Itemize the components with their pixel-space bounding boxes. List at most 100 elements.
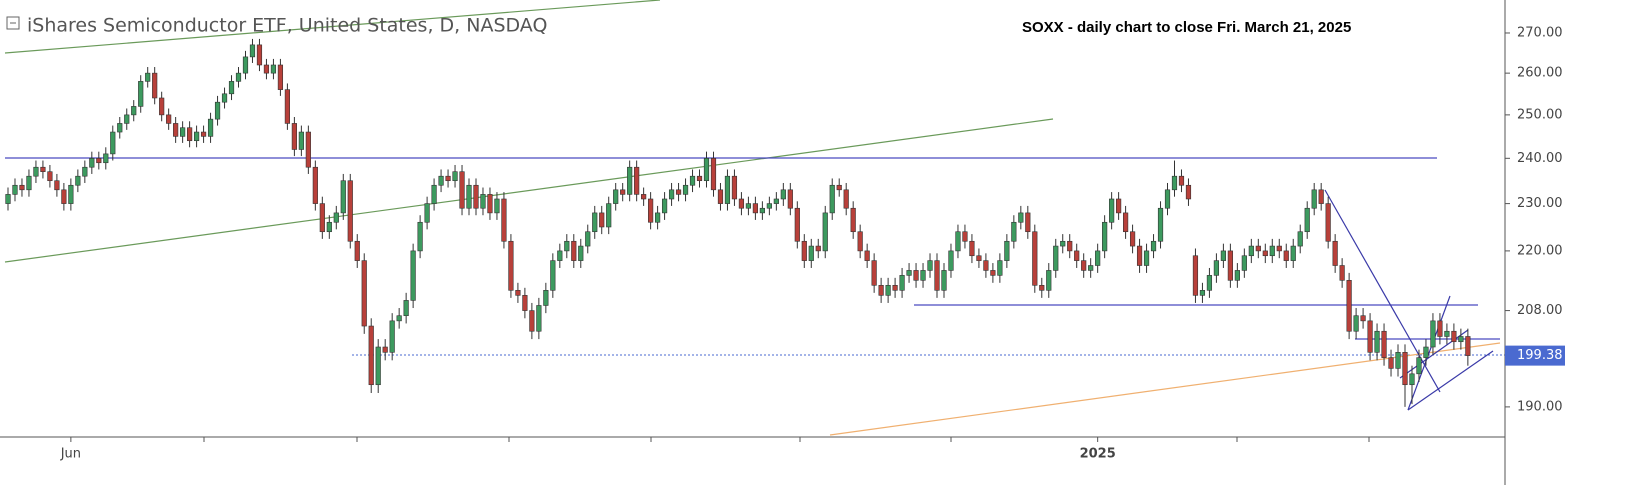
candle-body [766, 203, 772, 209]
candle-body [312, 166, 318, 204]
candle-body [187, 127, 193, 142]
candle-body [333, 212, 339, 223]
candle-body [33, 166, 39, 177]
y-tick-label: 240.00 [1517, 151, 1563, 166]
candle-body [773, 198, 779, 204]
candle-body [885, 285, 891, 296]
candle-body [913, 270, 919, 281]
candle-body [606, 203, 612, 228]
candle-body [396, 315, 402, 322]
candle-body [927, 260, 933, 271]
candle-body [1465, 336, 1471, 356]
candle-body [745, 203, 752, 209]
candle-body [1018, 212, 1024, 223]
candle-body [124, 114, 130, 124]
trend-line [1407, 295, 1451, 411]
candle-body [641, 194, 647, 200]
candle-body [221, 93, 228, 103]
candle-body [815, 245, 821, 252]
candle-body [494, 198, 500, 214]
candle-body [724, 175, 731, 204]
candle-body [731, 175, 738, 200]
candle-body [668, 189, 675, 200]
candle-body [1039, 285, 1045, 291]
candle-body [1081, 260, 1087, 271]
candle-body [1458, 336, 1464, 343]
candle-body [305, 131, 311, 168]
candle-body [1046, 270, 1052, 291]
candle-body [424, 203, 430, 223]
candle-body [410, 250, 416, 301]
candle-body [857, 231, 863, 252]
candle-body [138, 81, 144, 107]
candle-body [82, 166, 88, 177]
candle-body [1451, 330, 1457, 343]
candle-body [536, 305, 542, 332]
candle-body [808, 245, 814, 261]
candle-body [1311, 189, 1317, 209]
candle-body [759, 207, 765, 214]
candle-body [850, 207, 856, 233]
candle-body [1157, 207, 1164, 242]
chart-title: iShares Semiconductor ETF, United States… [27, 15, 547, 37]
y-tick-label: 250.00 [1517, 107, 1563, 122]
candle-body [564, 240, 570, 252]
candle-body [648, 198, 654, 223]
candle-body [1388, 357, 1394, 369]
trend-line [829, 342, 1501, 436]
candle-body [214, 101, 221, 120]
candle-body [54, 180, 60, 191]
candle-body [1206, 275, 1213, 291]
candle-body [522, 295, 528, 311]
candle-body [801, 240, 807, 261]
candle-body [1032, 231, 1038, 286]
candle-body [270, 64, 277, 74]
candle-body [166, 114, 172, 124]
candle-body [543, 290, 549, 306]
candle-body [578, 245, 584, 261]
y-tick-label: 230.00 [1517, 196, 1563, 211]
candle-body [599, 212, 605, 228]
candle-body [557, 250, 563, 261]
candle-body [173, 123, 179, 137]
candle-body [501, 198, 507, 242]
candle-body [1437, 320, 1443, 337]
candle-body [1025, 212, 1031, 233]
candle-body [459, 171, 465, 209]
candle-body [200, 131, 207, 137]
candle-body [284, 89, 291, 124]
candle-body [843, 189, 849, 209]
candle-body [738, 198, 745, 209]
candle-body [382, 346, 388, 353]
collapse-icon[interactable] [6, 16, 20, 30]
candle-body [375, 346, 381, 386]
y-tick-label: 220.00 [1517, 243, 1563, 258]
candle-body [920, 270, 926, 281]
candle-body [1102, 221, 1108, 252]
candle-body [1004, 240, 1010, 261]
candle-body [1171, 175, 1178, 191]
trend-line [4, 118, 1054, 263]
candle-body [466, 184, 472, 209]
candle-body [26, 175, 32, 191]
candle-body [1395, 352, 1401, 369]
candle-body [145, 72, 151, 82]
candle-body [110, 131, 116, 155]
candle-body [661, 198, 668, 214]
candle-body [445, 175, 451, 182]
candle-body [634, 166, 640, 195]
candle-body [1220, 250, 1226, 261]
candle-body [1276, 245, 1282, 252]
candle-body [689, 175, 696, 186]
candle-body [696, 175, 703, 182]
candle-body [1325, 203, 1331, 242]
trend-line [1399, 329, 1469, 379]
candle-body [473, 184, 479, 209]
candle-body [1444, 330, 1450, 337]
candle-body [780, 189, 786, 200]
candle-body [1332, 240, 1338, 266]
candle-body [1241, 255, 1247, 271]
candle-body [1381, 330, 1387, 358]
candle-body [1374, 330, 1380, 353]
